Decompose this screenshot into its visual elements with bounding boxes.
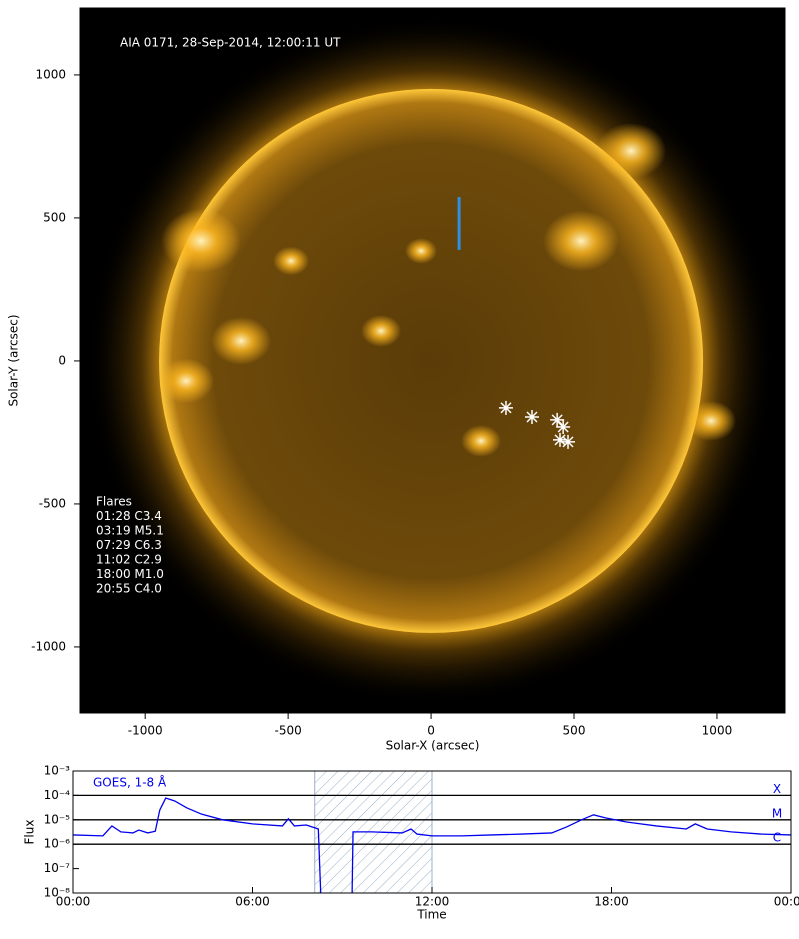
class-label: C: [773, 831, 781, 845]
x-axis-label: Solar-X (arcsec): [386, 739, 480, 753]
y-tick-label: 10⁻⁷: [44, 861, 71, 875]
x-tick-label: 1000: [702, 724, 733, 738]
sun-image: [80, 8, 785, 713]
solar-image-panel: -1000 -500 0 500 1000 -1000 -500 0 500 1000 Solar-…: [7, 7, 786, 753]
flare-list-entry: 20:55 C4.0: [96, 582, 162, 596]
flare-list-entry: 07:29 C6.3: [96, 538, 162, 552]
flare-marker: [524, 409, 539, 424]
series-label: GOES, 1-8 Å: [93, 775, 167, 790]
flare-list-entry: 01:28 C3.4: [96, 509, 162, 523]
active-region: [273, 246, 310, 276]
x-tick-label: 06:00: [235, 895, 270, 909]
y-tick-label: -500: [39, 496, 66, 510]
y-axis-label: Flux: [23, 820, 37, 845]
class-label: M: [772, 806, 782, 820]
x-tick-label: 00:00: [56, 895, 91, 909]
active-region: [158, 358, 215, 404]
y-tick-label: 1000: [35, 67, 66, 81]
image-title: AIA 0171, 28-Sep-2014, 12:00:11 UT: [120, 36, 341, 50]
flare-marker: [561, 434, 576, 449]
y-tick-label: -1000: [31, 639, 66, 653]
goes-panel: XMC 00:00 06:00 12:00 18:00 00:00 10⁻³ 10⁻⁴ 10⁻⁵…: [23, 764, 799, 922]
flare-marker: [550, 412, 565, 427]
flux-line: [351, 814, 791, 893]
x-tick-label: -1000: [128, 724, 163, 738]
x-axis-label: Time: [416, 908, 446, 922]
y-tick-label: 10⁻⁸: [44, 886, 71, 900]
active-region: [361, 314, 402, 347]
y-axis-label: Solar-Y (arcsec): [7, 314, 21, 406]
class-label: X: [773, 782, 781, 796]
x-tick-label: 500: [563, 724, 586, 738]
flare-list-entry: 11:02 C2.9: [96, 553, 162, 567]
active-region: [211, 316, 272, 365]
active-region: [596, 122, 667, 179]
x-tick-label: 0: [427, 724, 435, 738]
x-tick-label: 00:00: [774, 895, 799, 909]
series-clip: [73, 797, 791, 893]
y-tick-label: 0: [58, 353, 66, 367]
active-region: [461, 424, 502, 457]
y-tick-label: 10⁻⁶: [44, 837, 71, 851]
flare-marker: [498, 400, 513, 415]
y-tick-label: 10⁻³: [44, 764, 71, 778]
flux-line: [73, 797, 322, 893]
x-tick-label: 12:00: [415, 895, 450, 909]
x-tick-label: -500: [275, 724, 302, 738]
flare-marker: [553, 432, 568, 447]
active-region: [686, 400, 737, 441]
y-tick-label: 10⁻⁵: [44, 812, 71, 826]
active-region: [405, 238, 438, 264]
y-tick-label: 500: [43, 210, 66, 224]
flare-marker: [556, 419, 571, 434]
x-tick-label: 18:00: [594, 895, 629, 909]
flare-list-entry: 18:00 M1.0: [96, 567, 164, 581]
flare-list-entry: 03:19 M5.1: [96, 524, 164, 538]
active-region: [161, 208, 242, 273]
y-tick-label: 10⁻⁴: [44, 788, 71, 802]
flare-list-entry: Flares: [96, 495, 132, 509]
active-region: [543, 210, 620, 272]
